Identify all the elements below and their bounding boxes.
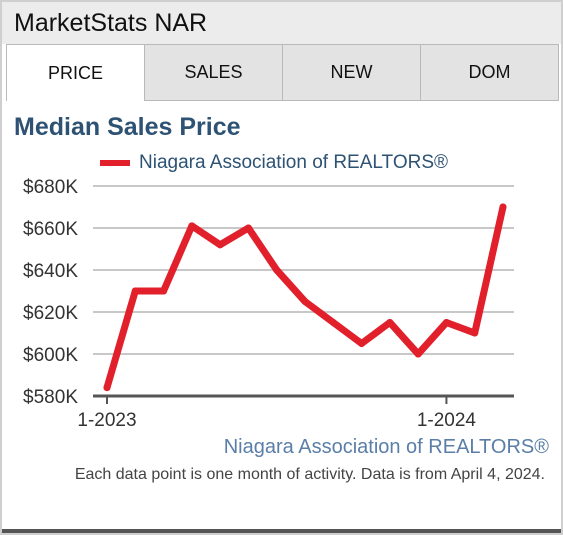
data-point xyxy=(216,241,224,249)
x-tick-label: 1-2023 xyxy=(77,410,136,431)
data-point xyxy=(273,266,281,274)
x-tick-label: 1-2024 xyxy=(417,410,477,431)
widget-header: MarketStats NAR xyxy=(2,2,561,44)
widget-title: MarketStats NAR xyxy=(14,9,208,37)
data-note: Each data point is one month of activity… xyxy=(74,466,545,483)
data-point xyxy=(188,222,196,230)
line-chart: $580K $600K $620K $640K $660K $680K 1-2023 1-20… xyxy=(23,177,514,431)
source-link[interactable]: Niagara Association of REALTORS® xyxy=(223,436,549,458)
y-tick-label: $620K xyxy=(23,303,78,324)
data-point xyxy=(131,287,139,295)
tab-sales[interactable]: SALES xyxy=(145,44,283,101)
data-point xyxy=(301,298,309,305)
legend-label: Niagara Association of REALTORS® xyxy=(139,152,448,173)
bottom-bar xyxy=(2,529,561,533)
series-line xyxy=(103,203,507,392)
tab-dom[interactable]: DOM xyxy=(421,44,559,101)
tab-price[interactable]: PRICE xyxy=(6,44,145,101)
chart-title: Median Sales Price xyxy=(14,113,241,141)
y-tick-label: $680K xyxy=(23,177,78,198)
y-tick-label: $660K xyxy=(23,219,78,240)
data-point xyxy=(499,203,507,211)
tab-bar: PRICE SALES NEW DOM xyxy=(6,44,559,101)
legend-swatch xyxy=(100,160,130,166)
tab-new[interactable]: NEW xyxy=(283,44,421,101)
data-point xyxy=(386,319,394,326)
data-point xyxy=(103,384,111,392)
data-point xyxy=(414,350,422,358)
chart-legend: Niagara Association of REALTORS® xyxy=(100,152,448,174)
data-point xyxy=(442,319,450,326)
y-tick-label: $640K xyxy=(23,261,78,282)
data-point xyxy=(244,224,252,232)
data-point xyxy=(329,319,337,326)
y-tick-label: $600K xyxy=(23,345,78,366)
data-point xyxy=(358,340,366,347)
y-tick-label: $580K xyxy=(23,387,78,408)
data-point xyxy=(160,287,168,295)
data-point xyxy=(471,329,479,337)
